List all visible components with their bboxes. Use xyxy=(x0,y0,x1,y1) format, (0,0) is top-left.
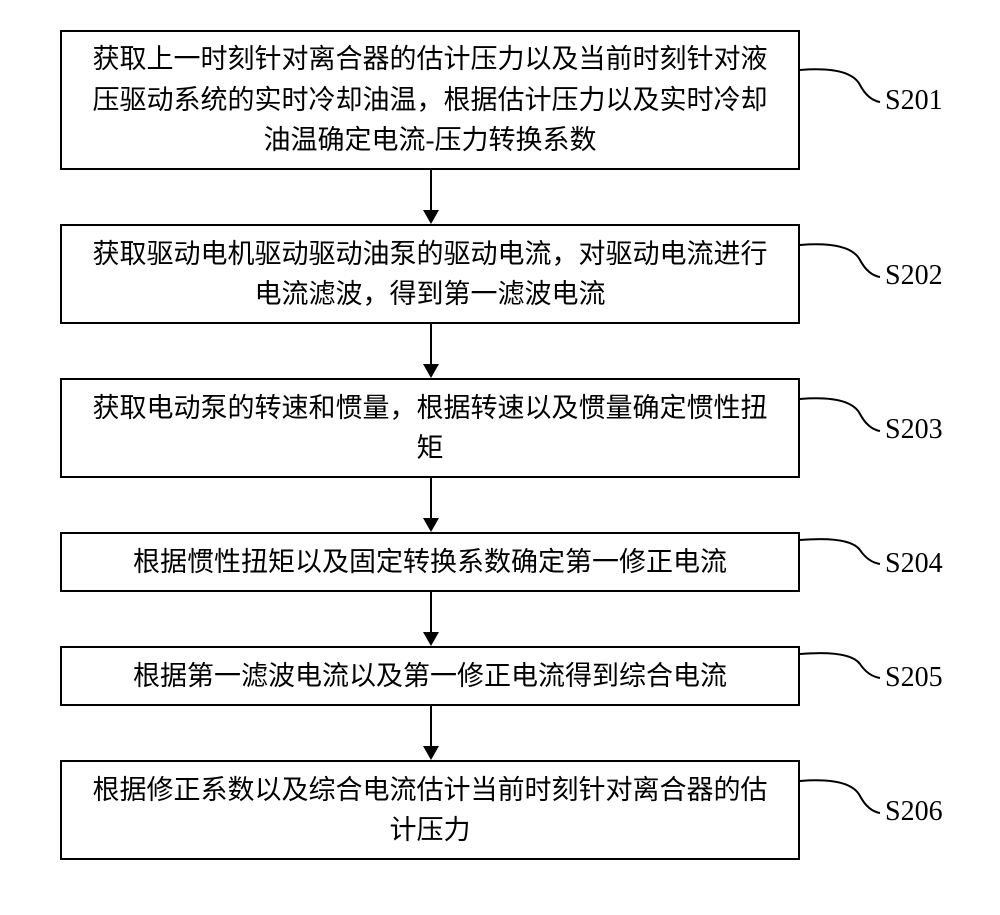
step-label-s206: S206 xyxy=(885,796,943,828)
curve-s206 xyxy=(60,30,960,870)
